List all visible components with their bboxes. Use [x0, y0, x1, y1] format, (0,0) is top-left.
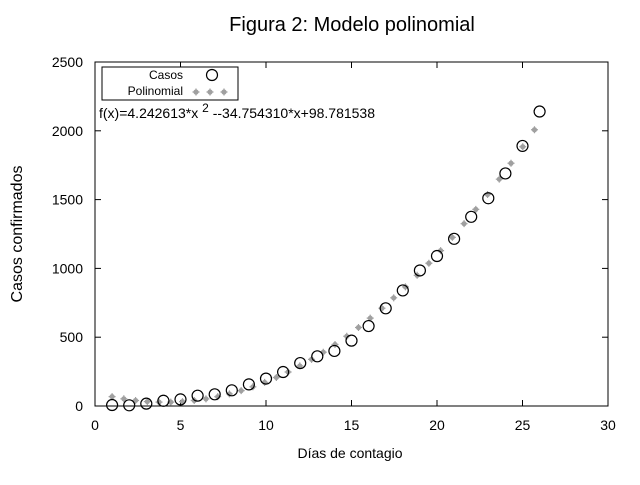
poly-point: [519, 143, 527, 151]
x-axis-label: Días de contagio: [297, 445, 402, 461]
legend-marker-casos: [205, 68, 219, 82]
casos-point: [516, 139, 529, 153]
poly-point: [460, 220, 468, 228]
casos-point: [105, 398, 119, 412]
y-tick-label: 2500: [52, 54, 83, 70]
casos-point: [123, 399, 136, 412]
casos-point: [396, 284, 409, 297]
poly-point: [108, 393, 116, 401]
casos-point: [242, 378, 255, 391]
x-tick-label: 25: [515, 417, 531, 433]
casos-point: [328, 344, 341, 358]
legend-marker-polinomial: [192, 88, 228, 96]
poly-point: [378, 304, 386, 312]
x-tick-label: 10: [258, 417, 274, 433]
poly-point: [472, 205, 480, 213]
casos-point: [379, 302, 392, 315]
legend-star: [220, 88, 228, 96]
x-tick-label: 15: [344, 417, 360, 433]
legend-star: [206, 88, 214, 96]
poly-point: [120, 395, 128, 403]
casos-point: [259, 372, 273, 385]
axis-ticks: 0 5 10 15 20 25 30 0 500 1000 1500 2000 2500: [52, 54, 616, 433]
casos-point: [448, 232, 461, 245]
fit-annotation-exponent: 2: [202, 101, 209, 115]
x-tick-label: 20: [429, 417, 445, 433]
poly-point: [132, 396, 140, 404]
casos-point: [225, 384, 238, 397]
casos-point: [174, 393, 187, 406]
poly-point: [495, 175, 503, 183]
casos-point: [482, 192, 495, 205]
y-tick-label: 0: [75, 398, 83, 414]
casos-point: [465, 210, 478, 223]
x-tick-label: 0: [91, 417, 99, 433]
casos-point: [345, 334, 358, 347]
poly-point: [202, 395, 210, 403]
y-tick-label: 1500: [52, 192, 83, 208]
fit-annotation: f(x)=4.242613*x 2 --34.754310*x+98.78153…: [99, 101, 375, 121]
casos-point: [311, 350, 324, 363]
casos-point: [157, 394, 170, 407]
poly-point: [143, 398, 151, 406]
casos-point: [430, 249, 444, 263]
fit-annotation-rest: --34.754310*x+98.781538: [209, 105, 375, 121]
y-tick-label: 500: [60, 329, 84, 345]
y-tick-label: 2000: [52, 123, 83, 139]
poly-point: [237, 387, 245, 395]
poly-point: [272, 373, 280, 381]
poly-point: [507, 159, 515, 167]
casos-point: [533, 105, 546, 118]
data-points: [105, 105, 546, 412]
legend-label-polinomial: Polinomial: [128, 84, 183, 98]
casos-point: [294, 356, 307, 370]
x-tick-label: 30: [600, 417, 616, 433]
poly-point: [390, 294, 398, 302]
poly-point: [354, 323, 362, 331]
legend-star: [192, 88, 200, 96]
casos-point: [362, 319, 375, 333]
fit-annotation-base: f(x)=4.242613*x: [99, 105, 202, 121]
casos-point: [499, 167, 512, 180]
poly-point: [484, 191, 492, 199]
casos-point: [140, 397, 153, 410]
casos-point: [413, 264, 426, 277]
casos-point: [191, 389, 204, 402]
legend: Casos Polinomial: [101, 66, 239, 101]
x-tick-label: 5: [177, 417, 185, 433]
legend-box: [101, 66, 239, 101]
casos-point: [208, 388, 221, 401]
chart-title: Figura 2: Modelo polinomial: [229, 14, 475, 36]
y-tick-label: 1000: [52, 260, 83, 276]
y-axis-label: Casos confirmados: [9, 166, 26, 303]
poly-point: [425, 259, 433, 267]
poly-point: [448, 233, 456, 241]
legend-label-casos: Casos: [149, 68, 183, 82]
casos-point: [277, 365, 290, 379]
poly-point: [530, 126, 538, 134]
